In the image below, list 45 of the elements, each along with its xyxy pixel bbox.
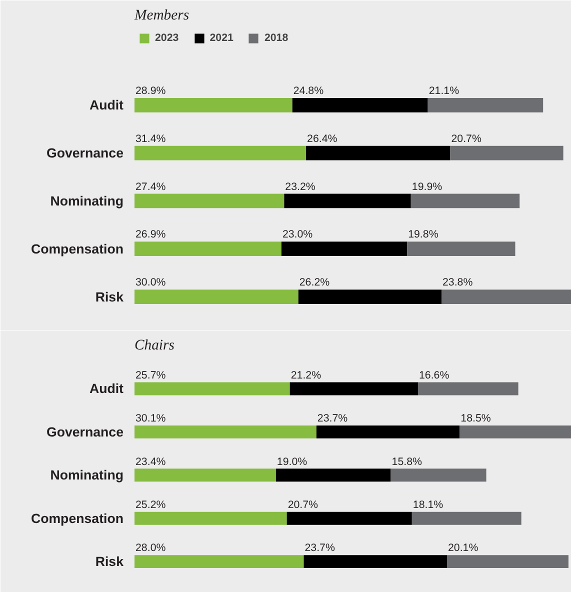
data-label: 20.1% [448,542,479,554]
legend-label: 2018 [264,32,288,44]
y-tick-label: Compensation [30,510,124,526]
y-tick-label: Nominating [50,468,124,483]
data-label: 20.7% [288,499,319,512]
data-label: 23.7% [304,542,336,554]
data-label: 19.9% [412,180,443,193]
y-tick-label: Compensation [30,241,124,256]
legend-label: 2023 [155,32,179,44]
data-label: 15.8% [392,456,423,468]
data-label: 30.0% [136,276,166,289]
data-label: 16.6% [418,369,450,382]
data-label: 26.2% [299,276,330,289]
chart-title: Chairs [134,338,175,354]
y-tick-label: Audit [89,98,124,113]
data-label: 26.9% [136,228,166,241]
data-label: 20.7% [451,132,482,145]
data-label: 28.0% [136,542,166,554]
y-tick-label: Governance [46,424,124,440]
data-label: 27.4% [136,180,166,193]
y-tick-label: Governance [46,146,124,161]
data-label: 23.2% [285,180,316,193]
y-tick-label: Audit [89,381,124,396]
data-label: 21.2% [290,369,322,382]
data-label: 26.4% [307,132,338,145]
data-label: 25.2% [136,499,166,512]
data-label: 31.4% [136,132,166,145]
data-label: 19.8% [408,228,439,241]
y-tick-label: Risk [95,554,124,570]
data-label: 18.1% [412,499,444,512]
data-label: 24.8% [293,85,324,97]
data-label: 25.7% [136,369,166,382]
chart-title: Members [134,8,190,24]
data-label: 23.8% [442,276,474,289]
y-tick-label: Nominating [50,193,124,208]
data-label: 23.7% [317,412,348,425]
legend-label: 2021 [210,32,234,44]
data-label: 21.1% [428,85,460,97]
data-label: 23.4% [136,456,166,468]
data-label: 18.5% [460,412,492,425]
data-label: 28.9% [136,85,166,97]
data-label: 30.1% [136,412,166,425]
data-label: 19.0% [276,456,308,468]
data-label: 23.0% [282,228,314,241]
y-tick-label: Risk [95,289,124,304]
